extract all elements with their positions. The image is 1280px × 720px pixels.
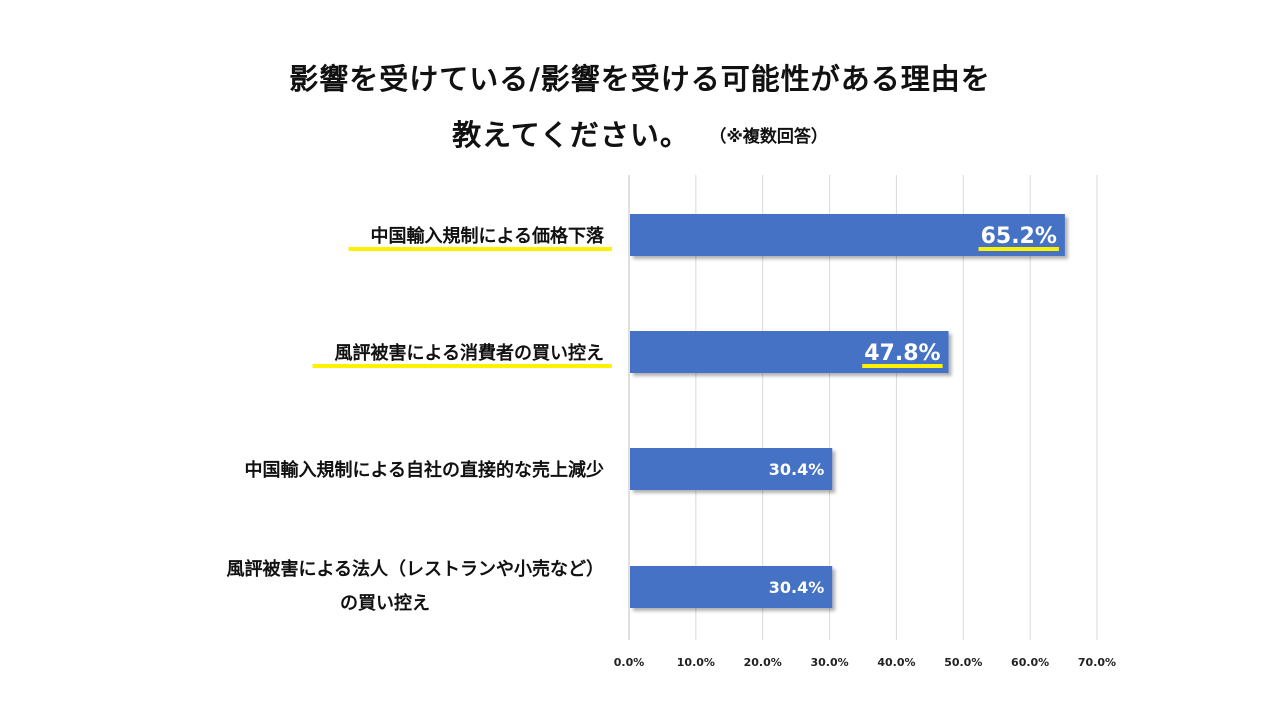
x-tick-label: 10.0% xyxy=(677,656,715,669)
bar-value-label: 30.4% xyxy=(769,460,825,479)
bars: 65.2% 47.8% 30.4% 30.4% xyxy=(630,214,1065,608)
bar xyxy=(630,448,833,490)
x-axis-ticks: 0.0% 10.0% 20.0% 30.0% 40.0% 50.0% 60.0% 70.0% xyxy=(614,656,1116,669)
chart-title-line-2: 教えてください。 （※複数回答） xyxy=(0,112,1280,154)
category-highlight-underline xyxy=(312,364,612,368)
value-highlight-underline xyxy=(978,247,1059,251)
x-tick-label: 40.0% xyxy=(877,656,915,669)
x-tick-label: 20.0% xyxy=(744,656,782,669)
bar xyxy=(630,566,833,608)
category-labels: 中国輸入規制による価格下落風評被害による消費者の買い控え中国輸入規制による自社の… xyxy=(227,225,612,614)
category-label: 中国輸入規制による価格下落 xyxy=(371,225,605,247)
category-label: 中国輸入規制による自社の直接的な売上減少 xyxy=(245,459,604,481)
category-label: 風評被害による法人（レストランや小売など） xyxy=(227,558,604,580)
x-tick-label: 60.0% xyxy=(1011,656,1049,669)
chart-title-line-1: 影響を受けている/影響を受ける可能性がある理由を xyxy=(289,62,991,96)
x-tick-label: 50.0% xyxy=(944,656,982,669)
x-tick-label: 0.0% xyxy=(614,656,645,669)
x-tick-label: 30.0% xyxy=(810,656,848,669)
category-label: 風評被害による消費者の買い控え xyxy=(335,342,604,364)
bar-value-label: 30.4% xyxy=(769,578,825,597)
bar-value-label: 47.8% xyxy=(864,341,940,366)
x-tick-label: 70.0% xyxy=(1078,656,1116,669)
category-label: の買い控え xyxy=(340,592,430,614)
chart-title-note: （※複数回答） xyxy=(717,127,828,147)
chart-title-text: 教えてください。 xyxy=(452,118,690,152)
category-highlight-underline xyxy=(348,247,612,251)
bar-value-label: 65.2% xyxy=(981,224,1057,249)
value-highlight-underline xyxy=(862,364,943,368)
